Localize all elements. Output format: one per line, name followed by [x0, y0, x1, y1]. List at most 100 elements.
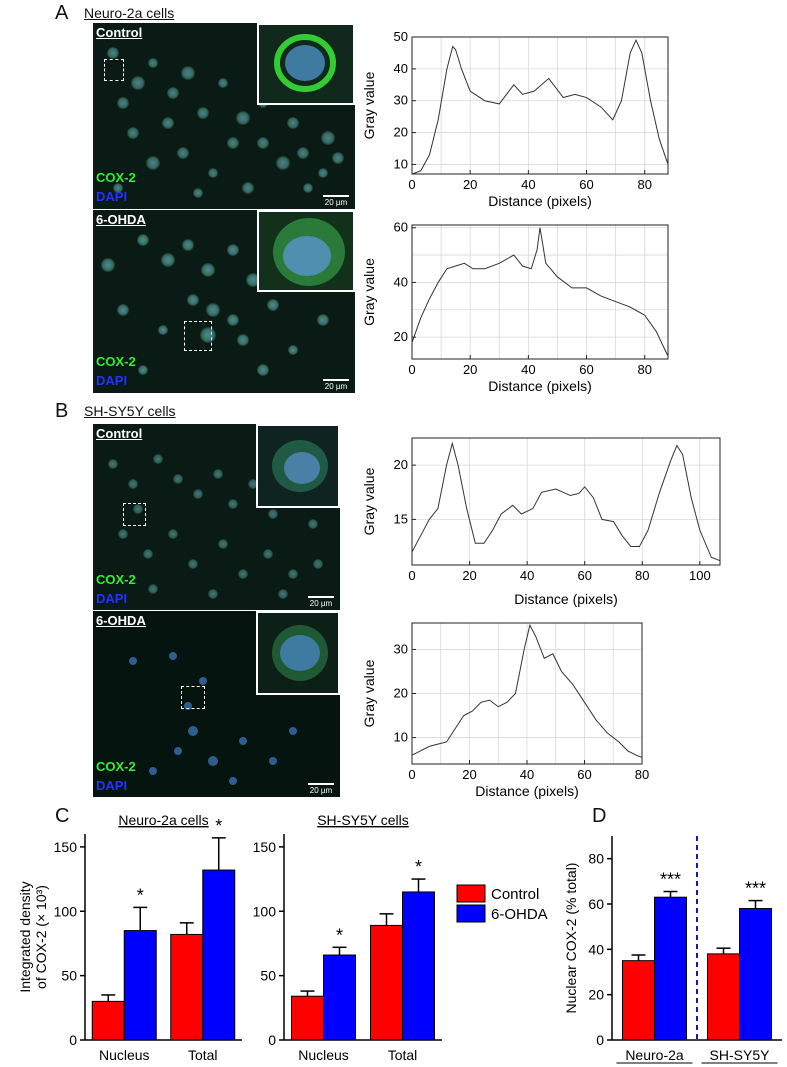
significance-marker: * — [215, 816, 222, 836]
x-axis-label: Distance (pixels) — [488, 378, 591, 394]
y-tick-label: 50 — [260, 968, 276, 984]
x-tick-label: 80 — [635, 767, 649, 782]
stain-cox2-label: COX-2 — [96, 759, 136, 774]
profile-line — [411, 441, 721, 562]
x-tick-label: 40 — [521, 177, 535, 192]
bar-6-ohda — [123, 930, 157, 1041]
scale-bar: 20 µm — [308, 783, 334, 795]
legend-label-6ohda: 6-OHDA — [491, 906, 548, 923]
cell-field — [107, 47, 344, 198]
micrograph-a-6ohda: 6-OHDA COX-2 DAPI 20 µm — [93, 210, 355, 393]
panel-b-title: SH-SY5Y cells — [84, 403, 176, 419]
x-tick-label: 80 — [637, 177, 651, 192]
x-tick-label: 80 — [637, 362, 651, 377]
bar-control — [370, 924, 403, 1041]
panel-letter-d: D — [592, 805, 607, 827]
zoomed-cell — [272, 440, 328, 492]
y-axis-label: Gray value — [361, 258, 377, 326]
bar-6-ohda — [323, 954, 356, 1041]
y-axis-label: of COX-2 (× 10³) — [33, 885, 49, 989]
scale-bar: 20 µm — [308, 596, 334, 608]
condition-label: 6-OHDA — [96, 613, 146, 628]
legend: Control 6-OHDA — [456, 884, 548, 923]
x-category-label: Total — [188, 1047, 218, 1063]
micrograph-a-control: Control COX-2 DAPI 20 µm — [93, 23, 355, 209]
panel-letter-a: A — [55, 2, 69, 24]
x-tick-label: 0 — [408, 177, 415, 192]
panel-letter-c: C — [55, 805, 70, 827]
y-tick-label: 10 — [394, 730, 408, 745]
legend-swatch-control — [456, 884, 486, 903]
plot-frame — [411, 36, 669, 175]
profile-plot-b-6ohda: 0 20 40 60 80 10 20 30 Distance (pixels) Gray val… — [361, 622, 649, 799]
inset-zoom — [256, 424, 340, 508]
x-tick-label: 20 — [463, 362, 477, 377]
cell-field — [108, 454, 323, 599]
significance-marker: *** — [660, 870, 681, 890]
x-tick-label: 40 — [520, 568, 534, 583]
stain-cox2-label: COX-2 — [96, 572, 136, 587]
x-tick-label: 100 — [689, 568, 711, 583]
profile-plot-b-control: 0 20 40 60 80 100 15 20 Distance (pixels) Gray va… — [361, 437, 721, 607]
legend-label-control: Control — [491, 886, 539, 903]
bar-control — [291, 995, 324, 1041]
condition-label: Control — [96, 426, 143, 441]
profile-line — [411, 623, 643, 758]
x-tick-label: 0 — [408, 568, 415, 583]
inset-zoom — [256, 611, 340, 695]
bar-6-ohda — [739, 908, 772, 1041]
stain-dapi-label: DAPI — [96, 189, 128, 204]
significance-marker: * — [415, 857, 422, 877]
y-tick-label: 0 — [268, 1032, 276, 1048]
zoomed-cell — [272, 625, 328, 681]
profile-line — [411, 38, 669, 175]
y-tick-label: 0 — [69, 1032, 77, 1048]
chart-title: SH-SY5Y cells — [317, 812, 409, 828]
bar-6-ohda — [654, 896, 687, 1041]
y-tick-label: 40 — [394, 61, 408, 76]
y-tick-label: 10 — [394, 156, 408, 171]
x-tick-label: 60 — [579, 177, 593, 192]
bar-control — [622, 960, 655, 1041]
x-category-label: SH-SY5Y — [710, 1047, 771, 1063]
roi-box — [123, 503, 146, 526]
y-tick-label: 150 — [253, 839, 277, 855]
y-tick-label: 20 — [394, 686, 408, 701]
y-tick-label: 15 — [394, 511, 408, 526]
y-tick-label: 0 — [596, 1032, 604, 1048]
bar-6-ohda — [202, 869, 236, 1041]
x-category-label: Nucleus — [298, 1047, 349, 1063]
x-tick-label: 0 — [408, 362, 415, 377]
x-tick-label: 80 — [635, 568, 649, 583]
bar-chart-nuclear: 0 20 40 60 80 *** Neuro-2a *** SH-SY5Y Nuclear CO… — [563, 836, 782, 1064]
profile-line — [411, 227, 669, 357]
x-tick-label: 60 — [577, 568, 591, 583]
y-tick-label: 20 — [588, 987, 604, 1003]
x-category-label: Total — [388, 1047, 418, 1063]
y-tick-label: 30 — [394, 93, 408, 108]
x-tick-label: 20 — [462, 767, 476, 782]
bar-6-ohda — [402, 891, 435, 1041]
y-tick-label: 100 — [54, 903, 78, 919]
x-category-label: Neuro-2a — [625, 1047, 684, 1063]
bar-control — [170, 933, 204, 1041]
x-axis-label: Distance (pixels) — [475, 783, 578, 799]
x-axis-label: Distance (pixels) — [488, 193, 591, 209]
legend-swatch-6ohda — [456, 904, 486, 923]
profile-plot-a-control: 0 20 40 60 80 10 20 30 40 50 Distance (pixels) Gray… — [361, 29, 669, 209]
x-tick-label: 40 — [521, 362, 535, 377]
plot-frame — [411, 437, 721, 566]
inset-zoom — [257, 23, 355, 105]
y-tick-label: 20 — [394, 125, 408, 140]
y-tick-label: 20 — [394, 329, 408, 344]
x-axis-label: Distance (pixels) — [514, 591, 617, 607]
zoomed-cell — [274, 34, 336, 92]
bar-chart-neuro2a: 0 50 100 150 * Nucleus * Total Neuro-2a cells Int… — [20, 812, 242, 1063]
x-tick-label: 40 — [520, 767, 534, 782]
cell-field — [101, 234, 329, 376]
significance-marker: * — [336, 925, 343, 945]
bar-control — [91, 1000, 125, 1041]
roi-box — [104, 59, 124, 81]
bar-chart-shsy5y: 0 50 100 150 * Nucleus * Total SH-SY5Y cells — [253, 812, 442, 1063]
